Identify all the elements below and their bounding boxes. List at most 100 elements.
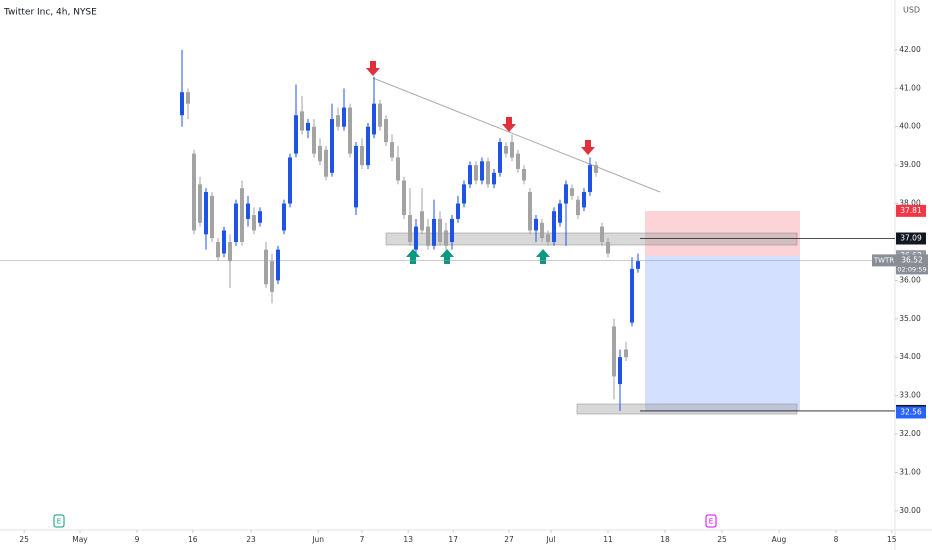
candle-body	[582, 192, 587, 208]
candle-body	[564, 184, 569, 204]
price-label: 32.56	[900, 407, 922, 416]
y-tick-label: 42.00	[899, 45, 921, 54]
y-tick-label: 35.00	[899, 314, 921, 323]
candle-body	[534, 218, 539, 231]
candle-body	[197, 184, 202, 223]
candle-body	[636, 261, 641, 269]
candle-body	[528, 192, 533, 231]
candle-body	[618, 357, 623, 385]
candle-body	[323, 149, 328, 177]
candle-body	[606, 241, 611, 254]
y-tick-label: 30.00	[899, 506, 921, 515]
candle-body	[191, 153, 196, 231]
price-label: 37.09	[900, 234, 922, 243]
y-tick-label: 34.00	[899, 352, 921, 361]
candle-body	[576, 199, 581, 216]
candle-body	[552, 211, 557, 242]
candle-body	[498, 142, 503, 173]
price-label-box	[896, 204, 926, 217]
candle-body	[365, 126, 370, 166]
candle-body	[431, 218, 436, 246]
x-tick-label: 25	[717, 535, 727, 544]
x-tick-label: 15	[887, 535, 897, 544]
x-tick-label: 27	[504, 535, 514, 544]
candle-body	[221, 230, 226, 254]
candle-body	[317, 145, 322, 162]
candle-body	[179, 92, 184, 116]
candle-body	[401, 180, 406, 216]
candle-body	[462, 184, 467, 204]
down-arrow	[581, 140, 595, 155]
candle-body	[413, 226, 418, 250]
y-tick-label: 31.00	[899, 467, 921, 476]
candle-body	[437, 218, 442, 242]
y-tick-label: 36.00	[899, 275, 921, 284]
candle-body	[311, 126, 316, 154]
candle-body	[245, 203, 250, 219]
candle-body	[450, 218, 455, 242]
candle-body	[257, 211, 262, 223]
candle-body	[275, 249, 280, 281]
x-tick-label: 18	[660, 535, 670, 544]
x-tick-label: 16	[188, 535, 198, 544]
candle-body	[558, 203, 563, 223]
candle-body	[504, 145, 509, 154]
up-arrow	[406, 249, 420, 264]
candle-body	[546, 234, 551, 242]
x-tick-label: 13	[403, 535, 413, 544]
earnings-marker[interactable]	[705, 514, 717, 528]
candle-body	[269, 261, 274, 292]
candle-body	[377, 103, 382, 127]
candle-body	[588, 165, 593, 193]
candle-body	[480, 161, 485, 181]
candle-body	[407, 215, 412, 242]
y-tick-label: 38.00	[899, 199, 921, 208]
y-tick-label: 39.00	[899, 160, 921, 169]
candle-body	[522, 168, 527, 181]
y-tick-label: 32.00	[899, 429, 921, 438]
candle-body	[492, 172, 497, 185]
price-label: 37.81	[900, 206, 922, 215]
candle-body	[209, 195, 214, 239]
earnings-label: E	[709, 518, 713, 526]
price-label-box	[896, 232, 926, 245]
x-tick-label: Jul	[545, 535, 555, 544]
candle-body	[251, 215, 256, 231]
candle-body	[486, 161, 491, 185]
down-arrow	[366, 61, 380, 76]
last-price-label: 36.52	[901, 255, 923, 264]
x-tick-label: 17	[448, 535, 458, 544]
candle-body	[600, 226, 605, 242]
currency: USD	[903, 6, 920, 15]
x-tick-label: 8	[834, 535, 839, 544]
candle-body	[203, 192, 208, 235]
candle-body	[516, 153, 521, 169]
candle-body	[456, 203, 461, 219]
candle-body	[594, 165, 599, 173]
candle-body	[347, 107, 352, 154]
x-tick-label: 7	[360, 535, 365, 544]
symbol-tag	[872, 254, 896, 267]
up-arrow	[440, 249, 454, 264]
candle-body	[281, 203, 286, 231]
countdown: 02:09:59	[897, 265, 926, 273]
candle-body	[570, 188, 575, 196]
candle-body	[371, 103, 376, 135]
candle-body	[185, 92, 190, 104]
stop-zone	[645, 211, 800, 256]
x-tick-label: 25	[19, 535, 29, 544]
earnings-marker[interactable]	[53, 514, 65, 528]
support-zone	[576, 403, 798, 415]
candle-body	[329, 119, 334, 173]
up-arrow	[536, 249, 550, 264]
chart-title: Twitter Inc, 4h, NYSE	[3, 8, 97, 18]
candle-body	[299, 111, 304, 131]
last-price-box	[896, 254, 928, 275]
target-zone	[645, 256, 800, 411]
x-tick-label: May	[72, 535, 88, 544]
candle-body	[425, 226, 430, 246]
candle-body	[383, 119, 388, 143]
candle-body	[215, 241, 220, 258]
symbol-label: TWTR	[873, 256, 894, 264]
